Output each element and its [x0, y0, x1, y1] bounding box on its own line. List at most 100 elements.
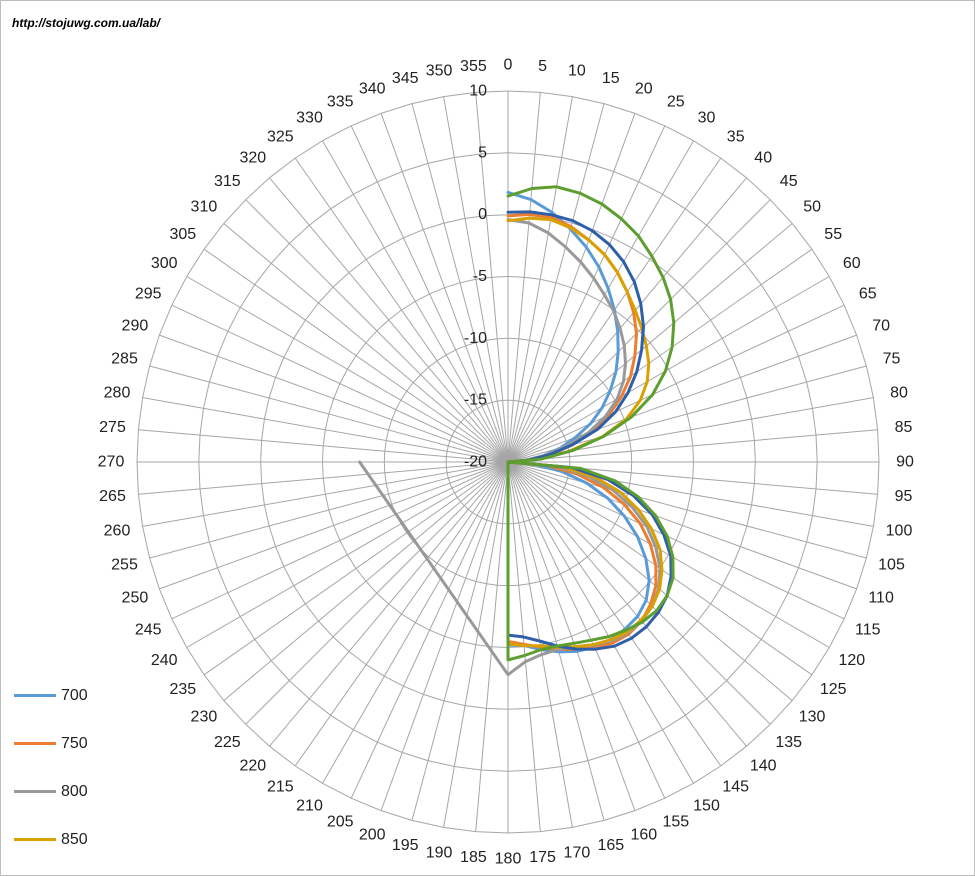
angle-label-125: 125 — [820, 681, 847, 698]
angle-label-20: 20 — [635, 80, 653, 97]
legend-label: 850 — [61, 831, 88, 848]
radial-label-10: 10 — [469, 83, 487, 100]
angle-tick-labels: 0 5 10 152025303540455055606570758085909510… — [98, 57, 914, 868]
angle-label-10: 10 — [568, 63, 586, 80]
angle-label-310: 310 — [191, 198, 218, 215]
angle-label-215: 215 — [267, 779, 294, 796]
angle-label-175: 175 — [529, 849, 556, 866]
radial-label--15: -15 — [464, 392, 487, 409]
angle-label-135: 135 — [775, 734, 802, 751]
angle-label-170: 170 — [564, 845, 591, 862]
angle-label-285: 285 — [111, 351, 138, 368]
radial-label--10: -10 — [464, 330, 487, 347]
angle-label-60: 60 — [843, 255, 861, 272]
angle-label-55: 55 — [824, 226, 842, 243]
angle-label-205: 205 — [327, 813, 354, 830]
legend-item: 800 — [14, 780, 94, 828]
angle-label-330: 330 — [296, 110, 323, 127]
radial-label-5: 5 — [478, 144, 487, 161]
radial-label--20: -20 — [464, 454, 487, 471]
angle-label-335: 335 — [327, 94, 354, 111]
angle-label-65: 65 — [859, 286, 877, 303]
angle-label-85: 85 — [895, 419, 913, 436]
radial-label-0: 0 — [478, 206, 487, 223]
angle-label-25: 25 — [667, 94, 685, 111]
legend-swatch — [14, 790, 56, 793]
angle-label-345: 345 — [392, 70, 419, 87]
angle-label-245: 245 — [135, 621, 162, 638]
angle-label-275: 275 — [99, 419, 126, 436]
angle-label-80: 80 — [890, 385, 908, 402]
angle-label-355: 355 — [460, 58, 487, 75]
angle-label-255: 255 — [111, 556, 138, 573]
legend-label: 700 — [61, 687, 88, 704]
angle-label-165: 165 — [597, 837, 624, 854]
angle-label-90: 90 — [896, 454, 914, 471]
series-line-5 — [506, 185, 676, 662]
angle-label-300: 300 — [151, 255, 178, 272]
angle-label-105: 105 — [878, 556, 905, 573]
series-group — [358, 185, 676, 677]
angle-label-140: 140 — [750, 758, 777, 775]
angle-label-305: 305 — [169, 226, 196, 243]
angle-label-225: 225 — [214, 734, 241, 751]
angle-label-210: 210 — [296, 797, 323, 814]
angle-label-320: 320 — [239, 149, 266, 166]
angle-label-150: 150 — [693, 797, 720, 814]
angle-label-130: 130 — [799, 709, 826, 726]
legend-label: 750 — [61, 735, 88, 752]
angle-label-195: 195 — [392, 837, 419, 854]
angle-label-100: 100 — [886, 522, 913, 539]
legend-swatch — [14, 742, 56, 745]
angle-label-315: 315 — [214, 173, 241, 190]
angle-label-0: 0 — [504, 57, 513, 74]
angle-label-180: 180 — [495, 851, 522, 868]
angle-label-155: 155 — [662, 813, 689, 830]
angle-label-340: 340 — [359, 80, 386, 97]
angle-label-110: 110 — [868, 589, 894, 606]
angle-label-120: 120 — [838, 652, 865, 669]
angle-label-350: 350 — [426, 63, 453, 80]
angle-label-235: 235 — [169, 681, 196, 698]
angle-label-250: 250 — [122, 589, 149, 606]
angle-label-75: 75 — [883, 351, 901, 368]
legend-item: 700 — [14, 684, 94, 732]
radial-tick-labels: -20 -15 -10 -5 0 5 10 — [464, 83, 487, 471]
angle-label-70: 70 — [872, 318, 890, 335]
legend-item: 850 — [14, 828, 94, 876]
angle-label-115: 115 — [855, 621, 881, 638]
angle-label-45: 45 — [780, 173, 798, 190]
angle-label-240: 240 — [151, 652, 178, 669]
angle-label-95: 95 — [895, 488, 913, 505]
angle-label-295: 295 — [135, 286, 162, 303]
legend-item: 750 — [14, 732, 94, 780]
source-url-text: http://stojuwg.com.ua/lab/ — [12, 16, 160, 30]
angle-label-30: 30 — [698, 110, 716, 127]
angle-label-265: 265 — [99, 488, 126, 505]
grid-rings — [136, 90, 880, 834]
legend-swatch — [14, 838, 56, 841]
angle-label-145: 145 — [722, 779, 749, 796]
legend: 700 750 800 850 — [14, 684, 94, 876]
legend-swatch — [14, 694, 56, 697]
angle-label-160: 160 — [630, 827, 657, 844]
series-line-3 — [506, 216, 664, 649]
angle-label-190: 190 — [426, 845, 453, 862]
angle-label-15: 15 — [602, 70, 620, 87]
angle-label-290: 290 — [122, 318, 149, 335]
angle-label-230: 230 — [191, 709, 218, 726]
angle-label-260: 260 — [104, 522, 131, 539]
legend-label: 800 — [61, 783, 88, 800]
angle-label-270: 270 — [98, 454, 125, 471]
ring-5 — [198, 152, 818, 772]
angle-label-50: 50 — [803, 198, 821, 215]
angle-label-220: 220 — [239, 758, 266, 775]
ring-10 — [136, 90, 880, 834]
angle-label-280: 280 — [104, 385, 131, 402]
angle-label-325: 325 — [267, 128, 294, 145]
ring-0 — [260, 214, 756, 710]
radial-label--5: -5 — [473, 268, 487, 285]
series-line-2 — [358, 218, 662, 677]
angle-label-200: 200 — [359, 827, 386, 844]
